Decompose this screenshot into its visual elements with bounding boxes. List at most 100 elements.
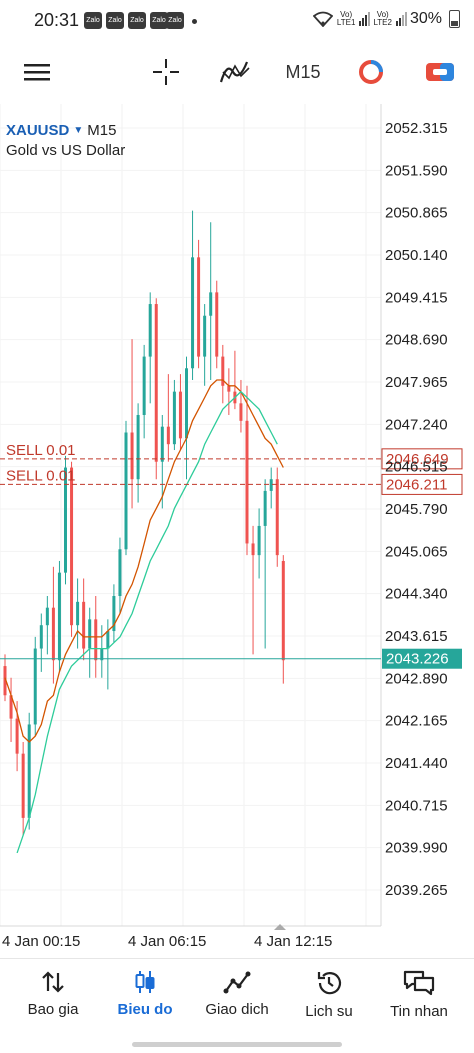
price-tick-label: 2046.515 <box>385 459 448 476</box>
status-bar: 20:31 Zalo Zalo Zalo Zalo Zalo Vo) LTE1 … <box>0 0 474 44</box>
chart-candles-icon <box>135 971 155 993</box>
nav-history[interactable]: Lich su <box>282 969 376 1020</box>
zalo-notification-icon: Zalo <box>84 12 102 29</box>
candle-body <box>51 607 55 661</box>
candle-body <box>106 631 110 649</box>
price-tick-label: 2050.865 <box>385 205 448 222</box>
candle-body <box>172 391 176 445</box>
price-tick-label: 2045.790 <box>385 501 448 518</box>
candle-body <box>57 572 61 661</box>
candle-body <box>166 426 170 445</box>
candle-body <box>269 479 273 491</box>
candle-body <box>130 432 134 480</box>
order-price-tag <box>381 473 463 495</box>
candle-body <box>112 596 116 632</box>
symbol-description: Gold vs US Dollar <box>6 142 126 159</box>
candle-body <box>100 648 104 661</box>
candle-body <box>39 625 43 649</box>
candle-body <box>221 356 225 386</box>
candle-body <box>263 490 267 526</box>
candle-body <box>203 315 207 357</box>
price-tick-label: 2048.690 <box>385 332 448 349</box>
home-indicator <box>132 1042 342 1047</box>
battery-icon <box>449 10 460 28</box>
symbol-name[interactable]: XAUUSD <box>6 122 70 139</box>
messages-icon <box>403 970 435 996</box>
candle-body <box>197 257 201 357</box>
candle-body <box>9 695 13 719</box>
chart-area[interactable]: SELL 0.01 2046.649 SELL 0.01 2046.211 2052.… <box>0 104 474 954</box>
trade-button[interactable] <box>424 52 456 92</box>
price-tick-label: 2050.140 <box>385 247 448 264</box>
order-price-label: 2046.649 <box>386 451 449 468</box>
zalo-notification-icon: Zalo <box>128 12 146 29</box>
candle-body <box>82 601 86 649</box>
candle-body <box>239 403 243 421</box>
price-tick-label: 2042.165 <box>385 713 448 730</box>
price-tick-label: 2052.315 <box>385 120 448 137</box>
candle-body <box>124 432 128 550</box>
time-tick-label: 4 Jan 12:15 <box>254 933 332 950</box>
candle-body <box>191 257 195 369</box>
crosshair-button[interactable] <box>150 52 182 92</box>
trade-icon <box>426 63 454 81</box>
symbol-dropdown-icon[interactable]: ▼ <box>73 125 84 136</box>
crosshair-icon <box>153 59 179 85</box>
candle-body <box>257 525 261 556</box>
candle-body <box>185 368 188 439</box>
candle-body <box>148 304 152 357</box>
nav-label: Bieu do <box>117 1001 173 1018</box>
symbol-header[interactable]: XAUUSD ▼ M15 <box>6 122 116 139</box>
price-tick-label: 2043.615 <box>385 628 448 645</box>
time-tick-label: 4 Jan 06:15 <box>128 933 206 950</box>
ma-slow-line <box>16 390 278 854</box>
symbol-timeframe: M15 <box>87 122 117 139</box>
bottom-nav: Bao gia Bieu do Giao dich Lich su Tin nh… <box>0 958 474 1053</box>
candle-body <box>64 467 67 573</box>
candle-body <box>160 426 164 462</box>
candle-body <box>275 479 279 556</box>
candle-body <box>178 391 182 439</box>
candle-body <box>209 292 213 316</box>
price-tick-label: 2039.990 <box>385 840 448 857</box>
candle-body <box>76 601 80 626</box>
candle-body <box>281 560 285 661</box>
nav-messages[interactable]: Tin nhan <box>372 969 466 1020</box>
one-click-trading-button[interactable] <box>356 52 386 92</box>
indicators-icon <box>219 61 250 83</box>
candle-body <box>245 420 249 544</box>
price-tick-label: 2039.265 <box>385 882 448 899</box>
price-tick-label: 2047.240 <box>385 416 448 433</box>
candle-body <box>21 753 25 818</box>
nav-label: Giao dich <box>205 1001 269 1018</box>
menu-button[interactable] <box>22 52 52 92</box>
candle-body <box>215 292 219 357</box>
price-tick-label: 2040.715 <box>385 797 448 814</box>
price-tick-label: 2049.415 <box>385 289 448 306</box>
status-time: 20:31 <box>34 10 80 30</box>
nav-trade[interactable]: Giao dich <box>190 969 284 1018</box>
more-notifications-icon <box>192 19 197 24</box>
zalo-notification-icon: Zalo <box>150 12 168 29</box>
candle-body <box>154 304 158 462</box>
quotes-icon <box>42 971 64 993</box>
time-tick-label: 4 Jan 00:15 <box>2 933 80 950</box>
candle-body <box>227 385 231 392</box>
price-tick-label: 2041.440 <box>385 755 448 772</box>
chart-toolbar: M15 <box>0 44 474 100</box>
battery-percent: 30% <box>409 10 442 27</box>
candlestick-chart[interactable]: SELL 0.01 2046.649 SELL 0.01 2046.211 2052.… <box>0 104 474 954</box>
candle-body <box>15 718 19 754</box>
timeframe-button[interactable]: M15 <box>285 61 321 82</box>
candle-body <box>94 619 98 661</box>
nav-label: Tin nhan <box>390 1003 448 1020</box>
price-tick-label: 2042.890 <box>385 670 448 687</box>
nav-chart[interactable]: Bieu do <box>98 969 192 1018</box>
indicators-button[interactable] <box>218 52 252 92</box>
nav-quotes[interactable]: Bao gia <box>6 969 100 1018</box>
history-icon <box>317 972 342 995</box>
price-tick-label: 2051.590 <box>385 162 448 179</box>
candle-body <box>3 666 7 696</box>
nav-label: Bao gia <box>27 1001 79 1018</box>
candle-body <box>27 724 31 818</box>
